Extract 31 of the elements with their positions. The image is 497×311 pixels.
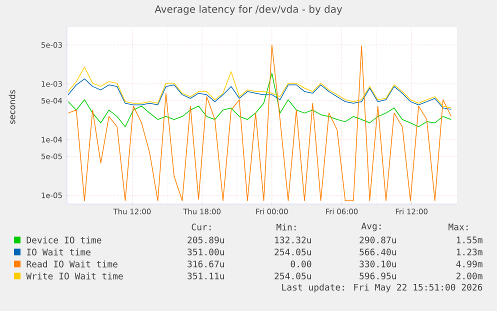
text: 596.95u: [360, 272, 396, 280]
text: Avg:: [361, 222, 381, 232]
legend-label: Device IO time: [26, 236, 102, 244]
text: 2.00m: [456, 272, 482, 280]
text: 316.67u: [188, 260, 224, 268]
text: 205.89u: [188, 236, 224, 244]
text: 132.32u: [275, 236, 312, 244]
legend-label: Write IO Wait time: [26, 272, 123, 280]
text: 254.05u: [274, 248, 312, 256]
text: 4.99m: [456, 260, 482, 268]
legend-label: IO Wait time: [27, 248, 90, 256]
text: 330.10u: [360, 260, 396, 268]
text: 566.40u: [360, 248, 396, 256]
y-axis-title: seconds: [8, 90, 16, 124]
text: Last update: Fri May 22 15:51:00 2026: [282, 284, 482, 292]
text: 351.11u: [188, 272, 224, 280]
text: 0.00: [290, 260, 312, 268]
text: Cur:: [192, 224, 211, 230]
text: 351.00u: [188, 248, 224, 256]
text: 1.55m: [456, 236, 482, 244]
line-series: [68, 44, 452, 202]
line-series: [68, 72, 452, 128]
line-series: [68, 78, 452, 110]
text: 254.05u: [274, 272, 312, 280]
text: 1.23m: [456, 248, 482, 256]
chart-title: Average latency for /dev/vda - by day: [154, 5, 342, 15]
text: Min:: [276, 224, 296, 230]
text: Max:: [448, 224, 468, 230]
text: 290.87u: [360, 236, 396, 244]
line-series: [68, 66, 452, 108]
legend-label: Read IO Wait time: [26, 260, 118, 268]
